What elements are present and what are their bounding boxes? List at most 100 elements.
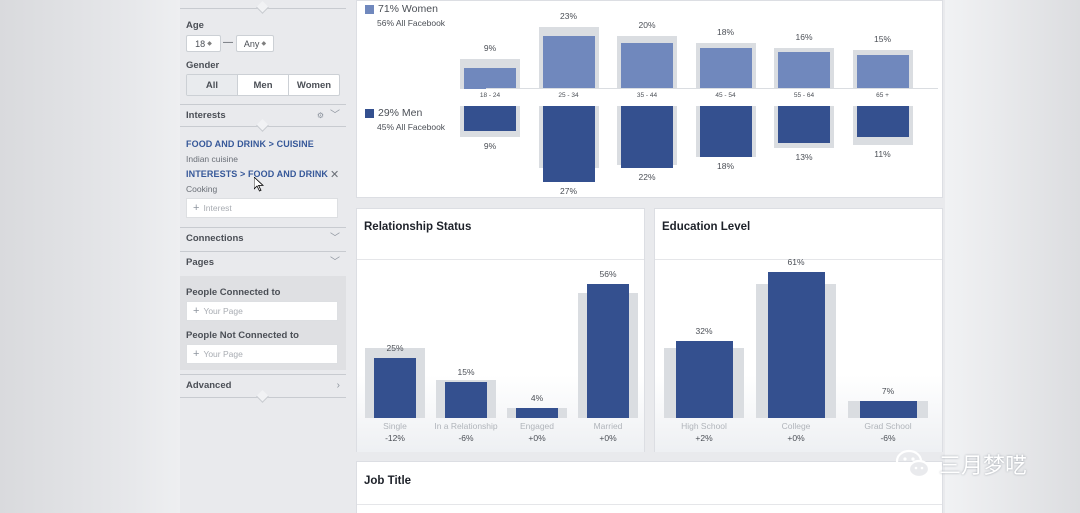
women-bar-label: 18% <box>716 27 734 37</box>
age-max-value: Any <box>243 38 260 49</box>
interests-header[interactable]: Interests ⚙ ﹀ <box>180 104 346 126</box>
women-bar-label: 16% <box>795 31 813 42</box>
men-bar <box>542 106 595 183</box>
category-label: Grad School <box>864 421 912 431</box>
interests-label: Interests <box>186 110 226 121</box>
category-label: In a Relationship <box>434 421 498 431</box>
change-label: +0% <box>787 433 805 443</box>
change-label: +0% <box>599 433 617 443</box>
women-bar <box>856 54 909 89</box>
age-tick-label: 45 - 54 <box>715 92 736 99</box>
age-gender-card: 71% Women 56% All Facebook 29% Men 45% A… <box>356 0 943 198</box>
section-divider <box>180 126 346 127</box>
chevron-down-icon[interactable]: ﹀ <box>330 257 340 268</box>
watermark: 三月梦呓 <box>893 444 1027 484</box>
background-right <box>945 0 1080 513</box>
change-label: -12% <box>385 433 405 443</box>
people-connected-label: People Connected to <box>186 287 281 298</box>
interest-input[interactable]: + Interest <box>186 198 338 218</box>
data-bar <box>516 408 558 418</box>
advanced-label: Advanced <box>186 380 232 391</box>
women-bar <box>464 68 516 89</box>
interest-value-2: Cooking <box>186 184 218 194</box>
age-tick-label: 65 + <box>876 92 889 99</box>
people-connected-input[interactable]: + Your Page <box>186 301 338 321</box>
pages-header[interactable]: Pages ﹀ <box>180 251 346 273</box>
chevron-right-icon[interactable]: › <box>336 380 340 391</box>
section-divider-bottom <box>180 397 346 398</box>
category-label: High School <box>681 421 727 431</box>
category-label: Engaged <box>519 421 555 431</box>
women-bar <box>778 52 830 89</box>
men-bar <box>464 106 516 132</box>
men-legend-label: 29% Men <box>378 107 423 119</box>
relationship-status-card: Relationship Status 25% Single -12% 15% In a… <box>356 208 645 452</box>
section-divider <box>180 8 346 9</box>
men-legend-sub: 45% All Facebook <box>377 122 446 132</box>
bar-value-label: 32% <box>695 326 713 337</box>
age-tick-label: 55 - 64 <box>793 92 815 99</box>
data-bar <box>859 401 917 418</box>
change-label: -6% <box>880 433 896 443</box>
bar-value-label: 56% <box>599 268 617 279</box>
wechat-icon <box>895 449 931 479</box>
men-bar-label: 22% <box>638 172 656 183</box>
gender-men-button[interactable]: Men <box>237 75 288 95</box>
bar-value-label: 61% <box>787 256 805 267</box>
age-tick-label: 25 - 34 <box>558 92 579 99</box>
job-title: Job Title <box>364 475 412 487</box>
plus-icon: + <box>193 305 200 317</box>
select-caret-icon: ◆ <box>207 41 212 47</box>
chevron-down-icon[interactable]: ﹀ <box>330 233 340 244</box>
job-title-card: Job Title <box>356 461 943 513</box>
chevron-down-icon[interactable]: ﹀ <box>330 110 340 121</box>
men-bar <box>699 106 752 157</box>
women-legend-label: 71% Women <box>378 3 438 15</box>
card-divider <box>357 504 942 505</box>
relationship-title: Relationship Status <box>364 221 472 233</box>
men-bar <box>856 106 909 138</box>
data-bar <box>374 358 416 418</box>
change-label: +2% <box>695 433 713 443</box>
women-bar <box>542 36 595 89</box>
background-left <box>0 0 180 513</box>
advanced-header[interactable]: Advanced › <box>180 374 346 396</box>
men-bar-label: 18% <box>716 160 734 171</box>
audience-sidebar: Age 18 ◆ — Any ◆ Gender All Men Women Inte… <box>180 0 346 400</box>
gender-label: Gender <box>186 60 220 71</box>
interest-value-1: Indian cuisine <box>186 154 238 164</box>
age-tick-label: 35 - 44 <box>636 92 658 99</box>
people-not-connected-label: People Not Connected to <box>186 330 299 341</box>
education-level-card: Education Level 32% High School +2% 61% Coll… <box>654 208 943 452</box>
category-label: Single <box>383 421 407 431</box>
interest-path-2[interactable]: INTERESTS > FOOD AND DRINK <box>186 169 329 179</box>
gender-women-button[interactable]: Women <box>288 75 339 95</box>
age-tick-label: 18 - 24 <box>479 92 501 99</box>
interest-path-1[interactable]: FOOD AND DRINK > CUISINE <box>186 139 314 149</box>
mouse-cursor-icon <box>254 177 264 192</box>
men-bar-label: 13% <box>795 152 813 163</box>
data-bar <box>445 382 487 418</box>
women-bar <box>621 43 673 89</box>
men-legend-swatch <box>365 109 374 118</box>
card-divider <box>655 259 942 260</box>
data-bar <box>587 283 629 418</box>
people-not-connected-input[interactable]: + Your Page <box>186 344 338 364</box>
watermark-text: 三月梦呓 <box>939 454 1028 479</box>
gear-icon[interactable]: ⚙ <box>316 111 324 120</box>
connections-label: Connections <box>186 233 244 244</box>
data-bar <box>675 341 733 418</box>
change-label: +0% <box>528 433 546 443</box>
interest-placeholder: Interest <box>203 203 232 213</box>
remove-interest-icon[interactable]: ✕ <box>330 169 340 181</box>
gender-all-button[interactable]: All <box>187 75 237 95</box>
age-min-select[interactable]: 18 ◆ <box>186 35 221 52</box>
connections-header[interactable]: Connections ﹀ <box>180 227 346 249</box>
bar-value-label: 15% <box>457 367 475 377</box>
women-bar-label: 20% <box>638 20 656 31</box>
age-max-select[interactable]: Any ◆ <box>236 35 274 52</box>
men-bar-label: 9% <box>483 141 497 152</box>
pages-label: Pages <box>186 257 214 268</box>
card-divider <box>357 259 644 260</box>
people-not-connected-placeholder: Your Page <box>203 349 243 359</box>
